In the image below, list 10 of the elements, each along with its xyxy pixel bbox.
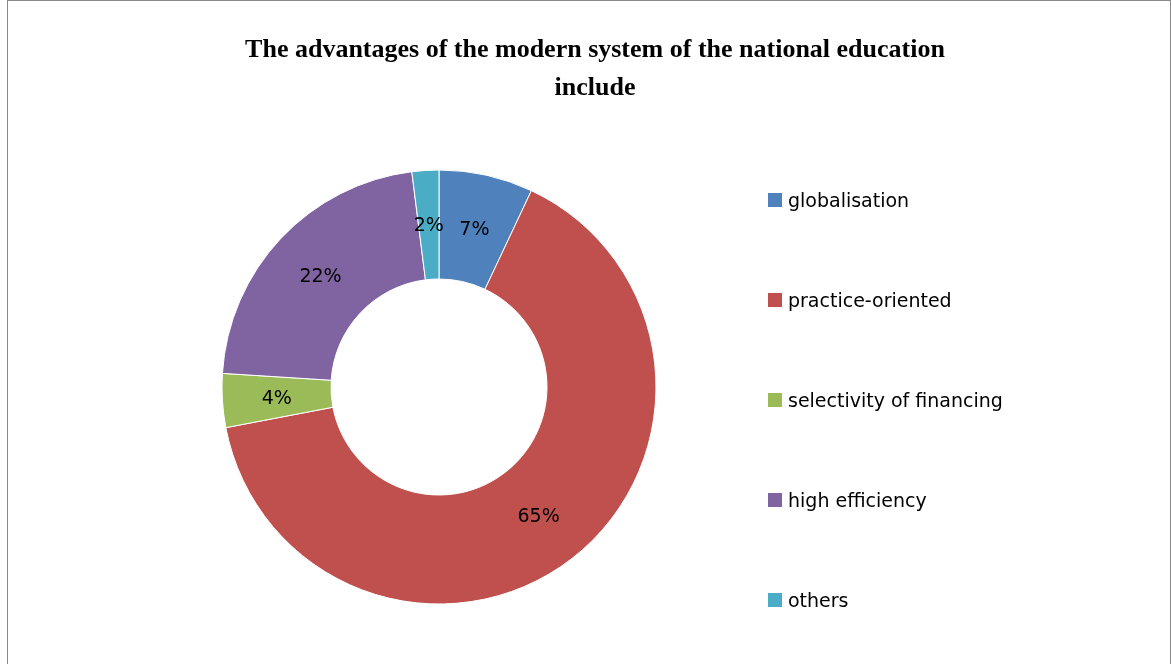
legend-label: globalisation [788, 188, 910, 211]
legend-label: high efficiency [788, 488, 927, 511]
data-label: 4% [261, 385, 292, 408]
legend-label: practice-oriented [788, 288, 952, 311]
chart-title: The advantages of the modern system of the national education include [245, 34, 946, 101]
legend-label: others [788, 588, 849, 611]
legend-label: selectivity of financing [788, 388, 1003, 411]
data-label: 65% [517, 504, 560, 527]
data-label: 22% [299, 264, 342, 287]
data-label: 7% [459, 217, 490, 240]
